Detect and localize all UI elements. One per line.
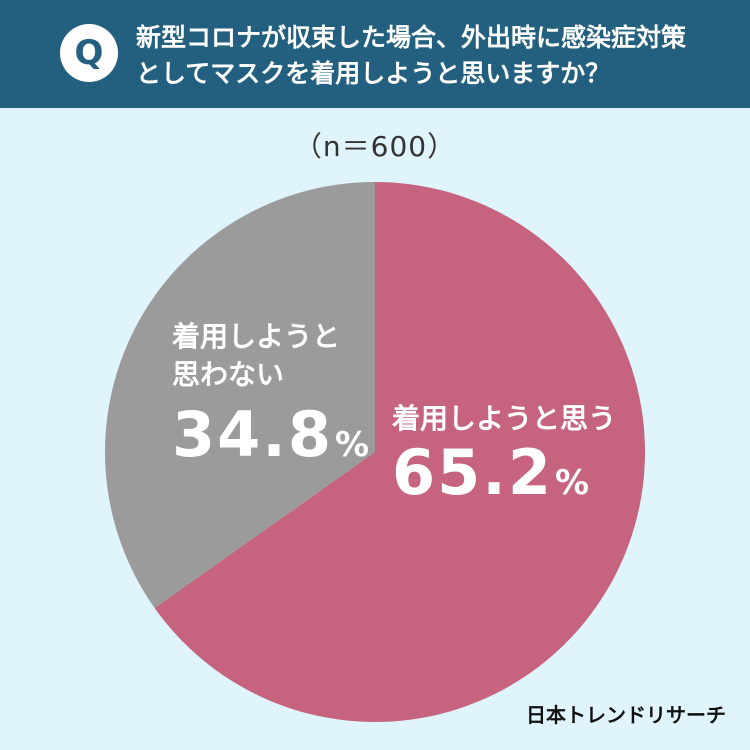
pie-slice-not-wear (104, 182, 375, 608)
question-badge: Q (60, 24, 118, 82)
question-text: 新型コロナが収束した場合、外出時に感染症対策 としてマスクを着用しようと思います… (136, 20, 726, 92)
brand-logo: 日本トレンドリサーチ (526, 703, 726, 727)
header-bar: Q 新型コロナが収束した場合、外出時に感染症対策 としてマスクを着用しようと思い… (0, 0, 750, 108)
slice-value-wear: 65.2% (392, 436, 590, 509)
slice-name-not-wear-line1: 着用しようと (172, 320, 341, 353)
slice-name-wear: 着用しようと思う (392, 402, 617, 435)
slice-label-not-wear: 着用しようと 思わない 34.8% (172, 318, 369, 480)
slice-value-not-wear: 34.8% (172, 398, 370, 471)
slice-name-not-wear-line2: 思わない (172, 358, 285, 391)
question-line-2: としてマスクを着用しようと思いますか？ (136, 59, 611, 88)
question-line-1: 新型コロナが収束した場合、外出時に感染症対策 (136, 23, 687, 52)
slice-label-wear: 着用しようと思う 65.2% (392, 400, 616, 518)
sample-size: （n＝600） (293, 130, 457, 163)
pie-slice-wear (154, 181, 645, 722)
